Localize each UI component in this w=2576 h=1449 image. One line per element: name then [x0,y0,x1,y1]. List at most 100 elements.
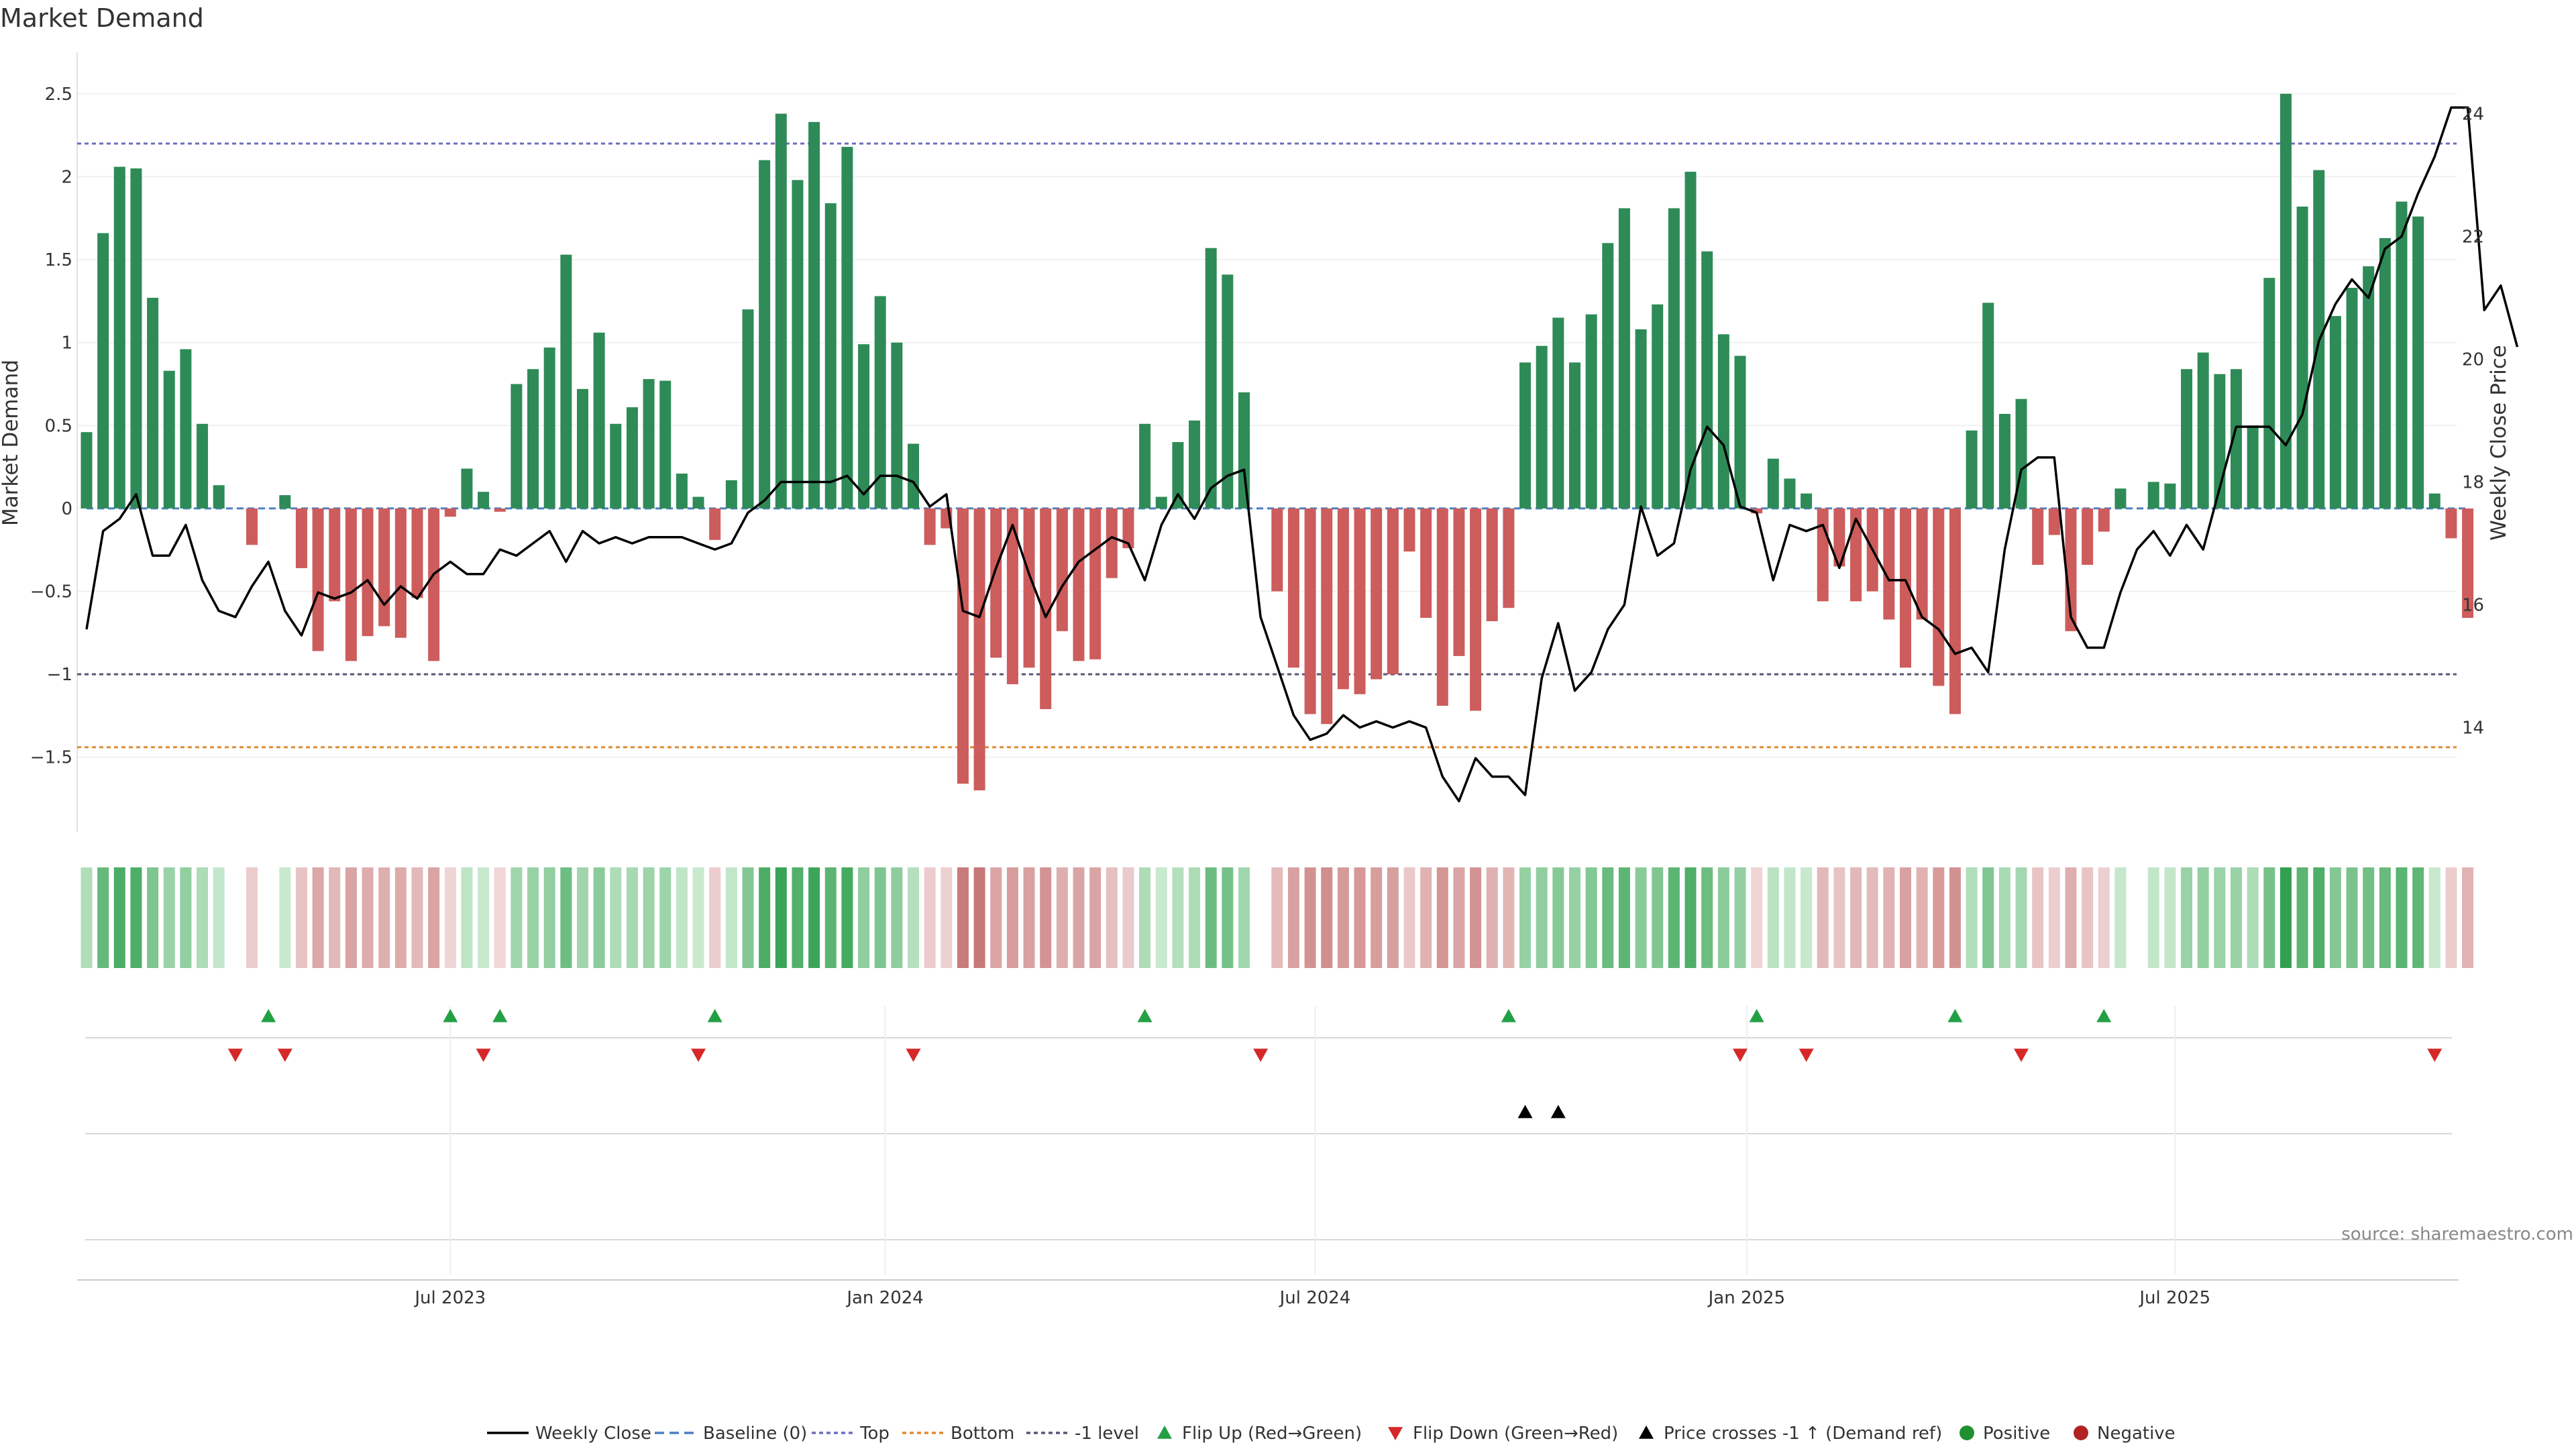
demand-bar [1387,508,1399,675]
y-tick-label: 1.5 [45,250,72,270]
heat-cell [2462,867,2474,968]
demand-bar [2396,201,2408,508]
y-tick-label: 2.5 [45,85,72,105]
demand-bar [1089,508,1102,659]
demand-bar [1304,508,1316,714]
demand-bar [130,168,142,508]
demand-bar [692,496,704,508]
demand-bar [1453,508,1465,656]
demand-bar [213,485,225,508]
demand-bar [841,146,853,508]
heat-cell [2247,867,2259,968]
heat-cell [1470,867,1482,968]
heat-cell [2412,867,2424,968]
heat-cell [1304,867,1316,968]
heat-cell [80,867,93,968]
y-tick-label: 1 [61,333,72,354]
heat-cell [229,867,241,968]
demand-bar [1222,274,1234,508]
demand-bar [2181,369,2193,508]
demand-bar [676,473,688,508]
demand-bar [1519,362,1532,508]
heat-cell [1784,867,1796,968]
demand-bar [1767,458,1779,508]
legend-label: Negative [2097,1424,2176,1444]
heat-cell [626,867,638,968]
demand-bar [2197,352,2209,508]
demand-bar [1734,356,1746,508]
legend-label: Price crosses -1 ↑ (Demand ref) [1664,1424,1942,1444]
y2-tick-label: 18 [2462,472,2484,492]
heat-cell [543,867,555,968]
legend-label: Baseline (0) [703,1424,807,1444]
demand-bar [1371,508,1383,680]
heat-cell [428,867,440,968]
heat-cell [494,867,506,968]
demand-bar [197,423,209,508]
demand-bar [1900,508,1911,668]
heat-cell [2065,867,2077,968]
heat-cell [2296,867,2308,968]
demand-bar [511,384,523,508]
heat-cell [1552,867,1564,968]
demand-bar [1023,508,1035,668]
demand-bar [394,508,407,638]
flip-up-marker [261,1009,276,1022]
demand-bar [1040,508,1052,710]
demand-bar [163,370,175,508]
heat-cell [2164,867,2176,968]
heat-cell [1916,867,1928,968]
heat-cell [1833,867,1845,968]
legend-swatch [1960,1426,1974,1440]
demand-bar [858,344,870,508]
demand-bar [279,495,291,508]
demand-bar [180,349,192,508]
flip-down-marker [2014,1049,2029,1062]
y-tick-label: −0.5 [30,582,72,602]
heat-cell [312,867,324,968]
demand-bar [147,297,159,508]
heat-cell [329,867,341,968]
y2-ticks: 24 22 20 18 16 14 [2462,104,2484,738]
demand-bar [2164,483,2176,508]
grid [76,52,2457,832]
x-tick-label: Jul 2025 [2138,1288,2210,1308]
heat-cell [378,867,390,968]
demand-bar [543,347,555,508]
demand-bar [1205,248,1217,508]
heat-cell [1271,867,1283,968]
heat-cell [345,867,357,968]
heat-cell [2279,867,2292,968]
demand-bar [2412,216,2424,508]
demand-bar [1801,493,1813,508]
heat-cell [1436,867,1448,968]
demand-bar [2346,288,2358,508]
heat-cell [2379,867,2391,968]
demand-bar [1998,413,2010,508]
demand-bars [80,93,2474,791]
demand-bar [1056,508,1068,631]
heat-cell [1056,867,1068,968]
flip-up-marker [1947,1009,1963,1022]
demand-bar [808,121,820,508]
heat-cell [1238,867,1250,968]
heat-cell [147,867,159,968]
y2-tick-label: 24 [2462,104,2484,124]
demand-bar [1916,508,1928,620]
demand-bar [1486,508,1498,622]
demand-bar [2263,278,2275,508]
demand-bar [824,203,837,508]
y2-tick-label: 16 [2462,595,2484,615]
heat-cell [1618,867,1630,968]
heat-cell [1701,867,1713,968]
demand-bar [1354,508,1366,694]
demand-bar [1337,508,1349,690]
demand-bar [759,160,771,508]
heat-cell [246,867,258,968]
heat-cell [2082,867,2094,968]
demand-bar [1652,304,1664,508]
heat-cell [676,867,688,968]
heat-cell [1900,867,1911,968]
x-tick-label: Jan 2025 [1707,1288,1786,1308]
